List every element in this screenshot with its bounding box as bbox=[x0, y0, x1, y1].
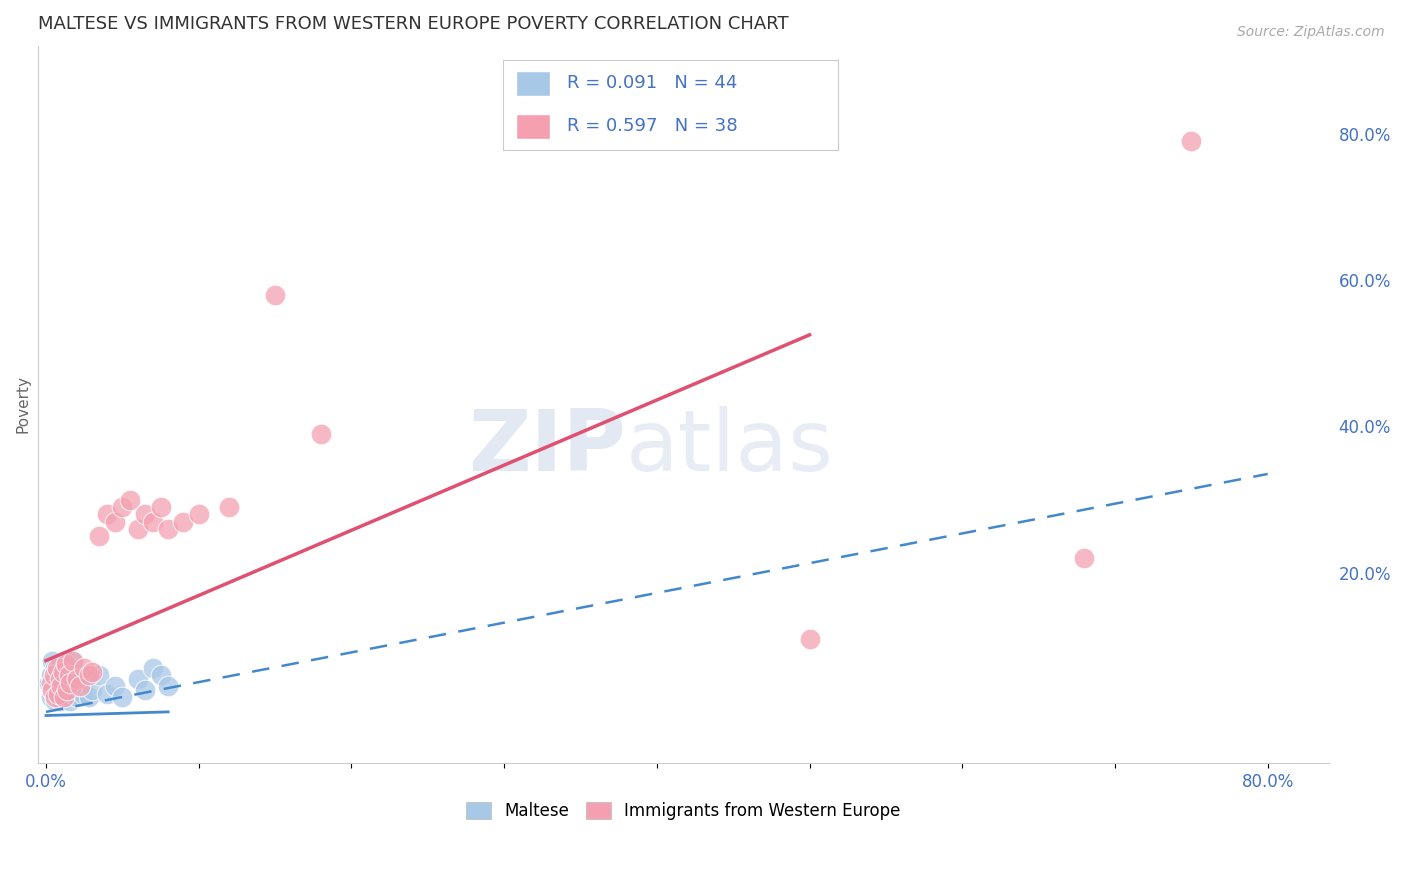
Point bbox=[75, 672, 97, 686]
Point bbox=[80, 682, 103, 697]
Point bbox=[44, 694, 66, 708]
Point bbox=[96, 507, 118, 521]
Point bbox=[48, 657, 70, 672]
Point bbox=[104, 515, 127, 529]
Point bbox=[89, 668, 111, 682]
Point bbox=[45, 661, 67, 675]
Point bbox=[111, 690, 134, 705]
Point bbox=[58, 668, 80, 682]
Text: ZIP: ZIP bbox=[468, 406, 626, 489]
Point bbox=[157, 679, 180, 693]
Point bbox=[1073, 551, 1095, 566]
Point bbox=[46, 690, 69, 705]
Point bbox=[799, 632, 821, 646]
Point bbox=[118, 492, 141, 507]
Point bbox=[39, 668, 62, 682]
Legend: Maltese, Immigrants from Western Europe: Maltese, Immigrants from Western Europe bbox=[460, 795, 907, 827]
Y-axis label: Poverty: Poverty bbox=[15, 376, 30, 434]
Point bbox=[44, 690, 66, 705]
Point bbox=[41, 682, 63, 697]
Point bbox=[46, 675, 69, 690]
Point bbox=[59, 694, 82, 708]
Point bbox=[149, 500, 172, 514]
Point bbox=[1180, 134, 1202, 148]
Point bbox=[38, 675, 60, 690]
Point bbox=[39, 690, 62, 705]
Point bbox=[187, 507, 209, 521]
Point bbox=[51, 679, 73, 693]
Point bbox=[55, 657, 77, 672]
Point bbox=[149, 668, 172, 682]
Point bbox=[52, 668, 75, 682]
Point bbox=[42, 672, 65, 686]
Point bbox=[62, 654, 84, 668]
Point bbox=[41, 682, 63, 697]
Point bbox=[59, 675, 82, 690]
Point bbox=[63, 675, 86, 690]
Point bbox=[41, 654, 63, 668]
Point bbox=[134, 682, 156, 697]
Point bbox=[111, 500, 134, 514]
Point bbox=[56, 682, 79, 697]
Point bbox=[73, 661, 96, 675]
Point bbox=[80, 665, 103, 679]
Point bbox=[55, 690, 77, 705]
Point bbox=[39, 675, 62, 690]
Point bbox=[69, 679, 91, 693]
Point bbox=[77, 668, 100, 682]
Point bbox=[72, 687, 94, 701]
Point bbox=[45, 679, 67, 693]
Point bbox=[127, 522, 149, 536]
Point bbox=[157, 522, 180, 536]
Point bbox=[172, 515, 194, 529]
Point bbox=[65, 672, 87, 686]
Point bbox=[52, 665, 75, 679]
Point bbox=[58, 672, 80, 686]
Point bbox=[134, 507, 156, 521]
Point bbox=[96, 687, 118, 701]
Point bbox=[48, 682, 70, 697]
Point bbox=[52, 687, 75, 701]
Point bbox=[65, 690, 87, 705]
Point bbox=[42, 687, 65, 701]
Point bbox=[53, 690, 76, 705]
Text: MALTESE VS IMMIGRANTS FROM WESTERN EUROPE POVERTY CORRELATION CHART: MALTESE VS IMMIGRANTS FROM WESTERN EUROP… bbox=[38, 15, 789, 33]
Point bbox=[60, 654, 83, 668]
Point bbox=[104, 679, 127, 693]
Point bbox=[58, 682, 80, 697]
Point bbox=[77, 690, 100, 705]
Point bbox=[46, 687, 69, 701]
Point bbox=[264, 287, 287, 301]
Point bbox=[51, 672, 73, 686]
Point bbox=[48, 672, 70, 686]
Point bbox=[44, 661, 66, 675]
Point bbox=[42, 668, 65, 682]
Point bbox=[53, 661, 76, 675]
Point bbox=[89, 529, 111, 543]
Text: atlas: atlas bbox=[626, 406, 834, 489]
Point bbox=[142, 661, 165, 675]
Point bbox=[51, 694, 73, 708]
Point bbox=[45, 665, 67, 679]
Point bbox=[142, 515, 165, 529]
Point bbox=[309, 426, 332, 441]
Point bbox=[127, 672, 149, 686]
Point bbox=[218, 500, 240, 514]
Point bbox=[53, 679, 76, 693]
Point bbox=[69, 679, 91, 693]
Point bbox=[62, 687, 84, 701]
Text: Source: ZipAtlas.com: Source: ZipAtlas.com bbox=[1237, 25, 1385, 39]
Point bbox=[56, 665, 79, 679]
